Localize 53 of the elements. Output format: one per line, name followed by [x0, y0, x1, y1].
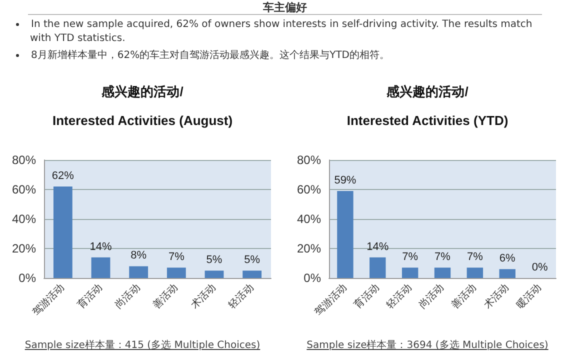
- bar: [370, 257, 386, 278]
- bar: [166, 268, 186, 278]
- x-tick-label: 术活动: [188, 281, 218, 312]
- x-tick-label: 暖活动: [514, 281, 544, 312]
- text: Sample size样本量：3694 (多选 Multiple Choices): [306, 338, 550, 352]
- bar: [91, 257, 110, 278]
- text: In the new sample acquired, 62% of owners show interests in self-driving activity. The results match with YTD statistics.: [30, 19, 532, 44]
- y-tick-label: 80%: [296, 153, 322, 167]
- bar: [53, 186, 72, 278]
- data-label: 5%: [244, 254, 260, 266]
- data-label: 7%: [402, 251, 418, 264]
- bar: [129, 266, 148, 278]
- x-tick-label: 术活动: [482, 281, 512, 312]
- data-label: 14%: [366, 240, 389, 253]
- data-label: 7%: [434, 251, 451, 264]
- x-tick-label: 尚活动: [416, 281, 446, 312]
- chart-subtitle: Interested Activities (YTD): [346, 113, 508, 128]
- data-label: 62%: [52, 170, 74, 182]
- text: 8月新增样本量中，62%的车主对自驾游活动最感兴趣。这个结果与YTD的相符。: [31, 50, 390, 61]
- text: 车主偏好: [28, 0, 542, 15]
- data-label: 59%: [334, 174, 356, 186]
- bar: [204, 270, 224, 278]
- data-label: 0%: [532, 262, 548, 274]
- x-tick-label: 轻活动: [226, 281, 256, 312]
- data-label: 5%: [206, 254, 222, 266]
- chart-title: 感兴趣的活动/: [100, 84, 184, 99]
- y-tick-label: 60%: [296, 182, 322, 196]
- x-tick-label: 轻活动: [384, 281, 414, 312]
- data-label: 7%: [466, 251, 484, 264]
- y-tick-label: 60%: [12, 182, 36, 196]
- x-tick-label: 育活动: [352, 281, 382, 312]
- x-tick-label: 育活动: [74, 281, 105, 312]
- y-tick-label: 20%: [12, 242, 36, 256]
- text: Sample size样本量：415 (多选 Multiple Choices): [24, 338, 262, 352]
- bar: [337, 190, 354, 278]
- bar: [466, 268, 484, 278]
- bar: [242, 270, 262, 278]
- data-label: 7%: [168, 251, 185, 264]
- bar: [499, 269, 516, 278]
- x-tick-label: 尚活动: [112, 281, 142, 312]
- y-tick-label: 80%: [12, 153, 36, 167]
- y-tick-label: 40%: [12, 212, 36, 226]
- chart-title: 感兴趣的活动/: [386, 84, 469, 99]
- data-label: 8%: [130, 250, 147, 262]
- chart-subtitle: Interested Activities (August): [52, 113, 233, 128]
- x-tick-label: 善活动: [150, 281, 180, 312]
- y-tick-label: 40%: [296, 212, 322, 226]
- bar: [434, 268, 451, 278]
- y-tick-label: 20%: [296, 242, 322, 256]
- data-label: 14%: [90, 240, 112, 253]
- x-tick-label: 善活动: [449, 281, 479, 312]
- bar: [402, 268, 418, 278]
- data-label: 6%: [499, 252, 516, 265]
